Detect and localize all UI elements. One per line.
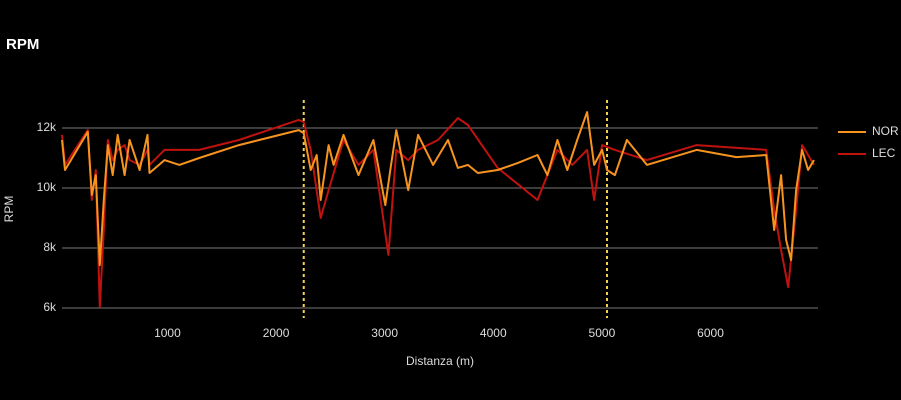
- legend-label: LEC: [872, 146, 896, 160]
- y-tick-label: 8k: [43, 240, 57, 254]
- chart-title: RPM: [6, 36, 39, 53]
- y-axis-label: RPM: [2, 196, 16, 223]
- legend-label: NOR: [872, 124, 899, 138]
- x-tick-label: 4000: [480, 326, 507, 340]
- y-tick-label: 12k: [37, 120, 57, 134]
- y-tick-label: 10k: [37, 180, 57, 194]
- x-tick-label: 3000: [371, 326, 398, 340]
- x-axis-label: Distanza (m): [406, 354, 474, 368]
- y-tick-label: 6k: [43, 300, 57, 314]
- series-line: [61, 111, 815, 267]
- x-tick-label: 1000: [154, 326, 181, 340]
- x-tick-label: 5000: [589, 326, 616, 340]
- x-tick-label: 6000: [697, 326, 724, 340]
- x-tick-label: 2000: [263, 326, 290, 340]
